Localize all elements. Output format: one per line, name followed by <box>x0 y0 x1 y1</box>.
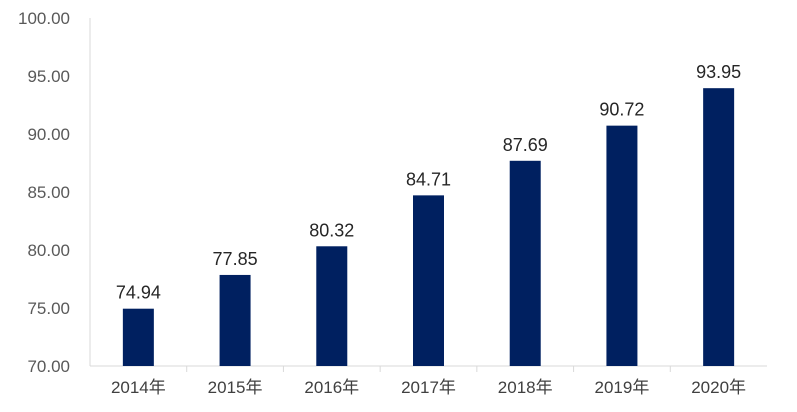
x-tick-label: 2014年 <box>111 378 166 397</box>
bar <box>122 308 154 366</box>
y-tick-label: 80.00 <box>27 241 70 260</box>
bar <box>509 160 541 366</box>
y-tick-label: 100.00 <box>18 9 70 28</box>
data-label: 80.32 <box>309 220 354 240</box>
x-tick-label: 2015年 <box>208 378 263 397</box>
bars-group <box>122 88 735 367</box>
data-label: 74.94 <box>116 283 161 303</box>
bar <box>703 88 735 367</box>
y-tick-label: 90.00 <box>27 125 70 144</box>
y-tick-label: 85.00 <box>27 183 70 202</box>
data-label: 84.71 <box>406 169 451 189</box>
y-tick-label: 70.00 <box>27 357 70 376</box>
x-axis: 2014年 2015年 2016年 2017年 2018年 2019年 2020年 <box>90 365 767 397</box>
data-label: 77.85 <box>213 249 258 269</box>
y-tick-label: 95.00 <box>27 67 70 86</box>
x-tick-label: 2016年 <box>304 378 359 397</box>
bar <box>413 195 444 366</box>
y-axis: 70.00 75.00 80.00 85.00 90.00 95.00 100.00 <box>18 9 91 376</box>
x-tick-label: 2020年 <box>691 378 746 397</box>
bar <box>606 125 638 366</box>
data-label: 87.69 <box>503 135 548 155</box>
data-label: 93.95 <box>696 62 741 82</box>
bar <box>219 274 251 366</box>
bar <box>316 246 348 366</box>
x-tick-label: 2017年 <box>401 378 456 397</box>
data-labels-group: 74.94 77.85 80.32 84.71 87.69 90.72 93.95 <box>116 62 741 303</box>
x-tick-label: 2018年 <box>498 378 553 397</box>
y-tick-label: 75.00 <box>27 299 70 318</box>
x-tick-label: 2019年 <box>595 378 650 397</box>
data-label: 90.72 <box>599 100 644 120</box>
